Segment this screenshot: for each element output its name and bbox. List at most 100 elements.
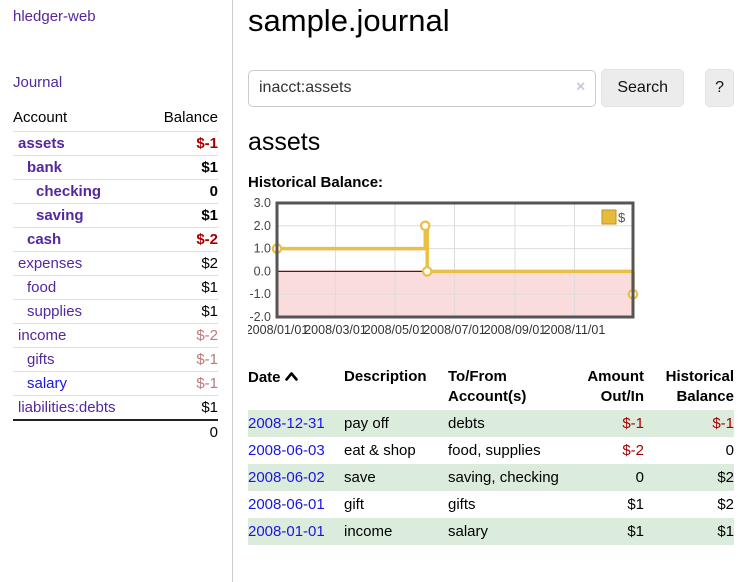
svg-text:2008/11/01: 2008/11/01 [544, 323, 606, 337]
transaction-accounts: gifts [448, 496, 476, 513]
transaction-accounts: salary [448, 518, 582, 545]
sidebar-item-journal[interactable]: Journal [13, 74, 63, 91]
transaction-accounts: food, supplies [448, 442, 541, 459]
transaction-row[interactable]: 2008-06-01 gift gifts $1 $2 [248, 491, 734, 518]
account-row: saving $1 [13, 203, 218, 228]
account-row: gifts $-1 [13, 347, 218, 372]
accounts-table: Account Balance assets $-1 bank $1 checking 0… [13, 106, 218, 444]
transaction-amount: $1 [627, 496, 644, 513]
account-balance: 0 [147, 179, 218, 204]
account-row: assets $-1 [13, 131, 218, 156]
transaction-date-link[interactable]: 2008-01-01 [248, 523, 325, 540]
transactions-table: Date Description To/From Account(s) Amou… [248, 364, 734, 545]
transaction-description: income [344, 518, 448, 545]
chart-title: Historical Balance: [248, 174, 384, 191]
transaction-balance: 0 [725, 442, 734, 459]
account-balance: $1 [147, 203, 218, 228]
transaction-balance: $1 [654, 518, 734, 545]
transaction-description: gift [344, 496, 365, 513]
sort-ascending-icon [284, 367, 298, 387]
search-input[interactable] [248, 69, 597, 107]
transaction-row[interactable]: 2008-06-03 eat & shop food, supplies $-2 0 [248, 437, 734, 464]
account-balance: $-1 [147, 131, 218, 156]
accounts-total-row: 0 [13, 419, 218, 444]
transaction-date-link[interactable]: 2008-06-02 [248, 469, 325, 486]
transaction-balance: $-1 [654, 410, 734, 437]
app-title-link[interactable]: hledger-web [13, 8, 96, 25]
transaction-row[interactable]: 2008-12-31 pay off debts $-1 $-1 [248, 410, 734, 437]
account-balance: $1 [147, 275, 218, 300]
account-link-expenses[interactable]: expenses [18, 255, 83, 272]
account-row: liabilities:debts $1 [13, 395, 218, 420]
search-form: × Search ? [248, 69, 734, 107]
account-balance: $1 [147, 155, 218, 180]
account-link-checking[interactable]: checking [36, 183, 102, 200]
account-link-saving[interactable]: saving [36, 207, 84, 224]
account-row: income $-2 [13, 323, 218, 348]
accounts-total-value: 0 [147, 419, 218, 444]
transaction-amount: $1 [582, 518, 654, 545]
svg-text:2008/07/01: 2008/07/01 [423, 323, 486, 337]
help-button[interactable]: ? [705, 69, 734, 107]
account-balance: $1 [147, 299, 218, 324]
svg-text:-2.0: -2.0 [249, 310, 271, 324]
account-link-food[interactable]: food [27, 279, 57, 296]
column-header-balance[interactable]: Historical Balance [665, 368, 734, 405]
transaction-date-link[interactable]: 2008-12-31 [248, 415, 325, 432]
transaction-row[interactable]: 2008-01-01 income salary $1 $1 [248, 518, 734, 545]
account-row: cash $-2 [13, 227, 218, 252]
svg-text:3.0: 3.0 [254, 198, 271, 210]
legend-swatch [601, 209, 617, 225]
column-header-accounts[interactable]: To/From Account(s) [448, 368, 527, 405]
svg-text:0.0: 0.0 [254, 264, 271, 278]
transaction-accounts: saving, checking [448, 464, 582, 491]
transaction-row[interactable]: 2008-06-02 save saving, checking 0 $2 [248, 464, 734, 491]
data-point-marker [421, 266, 433, 277]
transaction-amount: 0 [582, 464, 654, 491]
account-heading: assets [248, 128, 321, 156]
account-link-liabilities-debts[interactable]: liabilities:debts [18, 399, 116, 416]
account-balance: $-1 [147, 371, 218, 396]
account-balance: $1 [147, 395, 218, 420]
account-row: supplies $1 [13, 299, 218, 324]
transaction-date-link[interactable]: 2008-06-01 [248, 496, 325, 513]
account-balance: $2 [147, 251, 218, 276]
legend-label: $ [618, 210, 626, 225]
sidebar: hledger-web Journal Account Balance asse… [0, 0, 233, 582]
transaction-description: save [344, 464, 448, 491]
svg-text:2008/09/01: 2008/09/01 [484, 323, 547, 337]
accounts-header-balance: Balance [163, 109, 218, 126]
account-link-supplies[interactable]: supplies [27, 303, 83, 320]
account-link-gifts[interactable]: gifts [27, 351, 55, 368]
column-header-date[interactable]: Date [248, 364, 344, 410]
column-header-amount[interactable]: Amount Out/In [587, 368, 644, 405]
transaction-date-link[interactable]: 2008-06-03 [248, 442, 325, 459]
account-link-salary[interactable]: salary [27, 375, 68, 392]
svg-text:2008/05/01: 2008/05/01 [364, 323, 427, 337]
data-point-marker [419, 220, 431, 232]
transaction-balance: $2 [654, 464, 734, 491]
page-title: sample.journal [248, 3, 450, 38]
account-link-assets[interactable]: assets [18, 135, 65, 152]
transaction-amount: $-1 [582, 410, 654, 437]
column-header-description[interactable]: Description [344, 368, 427, 385]
transaction-description: eat & shop [344, 442, 416, 459]
historical-balance-chart: 3.0 2.0 1.0 0.0 -1.0 -2.0 2008/01/01 2008/03/01… [246, 196, 734, 354]
accounts-header-account: Account [13, 109, 68, 126]
account-balance: $-1 [147, 347, 218, 372]
transaction-accounts: debts [448, 410, 582, 437]
account-balance: $-2 [147, 323, 218, 348]
account-link-cash[interactable]: cash [27, 231, 62, 248]
svg-text:2008/01/01: 2008/01/01 [248, 323, 308, 337]
svg-text:1.0: 1.0 [254, 242, 271, 256]
account-link-bank[interactable]: bank [27, 159, 63, 176]
chart-canvas: 3.0 2.0 1.0 0.0 -1.0 -2.02008/01/012008/03/01… [246, 196, 639, 337]
account-row: expenses $2 [13, 251, 218, 276]
search-button[interactable]: Search [601, 69, 685, 107]
account-row: food $1 [13, 275, 218, 300]
account-link-income[interactable]: income [18, 327, 67, 344]
clear-search-icon[interactable]: × [576, 78, 586, 96]
account-row: bank $1 [13, 155, 218, 180]
main-content: sample.journal × Search ? assets Histori… [246, 0, 742, 545]
transaction-balance: $2 [717, 496, 734, 513]
